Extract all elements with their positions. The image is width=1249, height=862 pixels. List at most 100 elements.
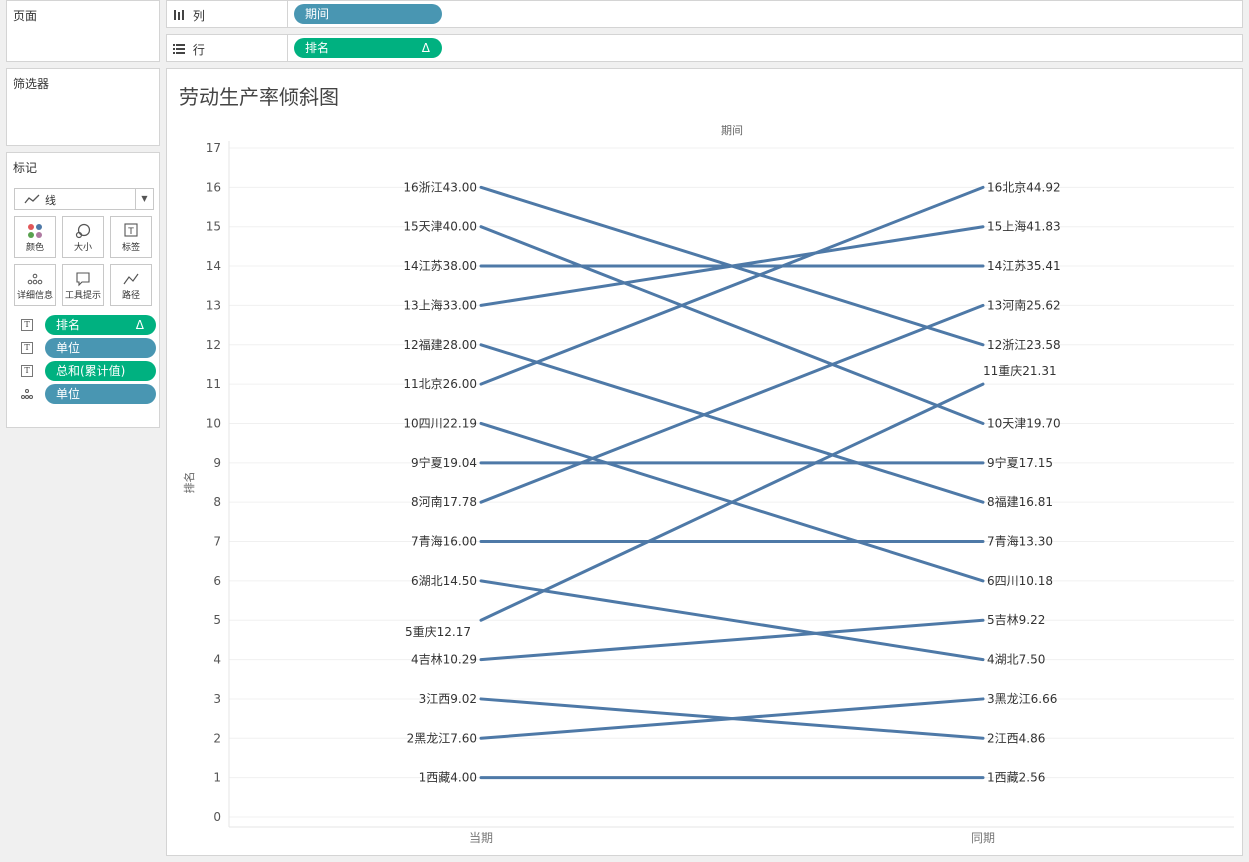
y-tick-label: 3	[213, 692, 221, 706]
data-label-left: 4吉林10.29	[411, 653, 477, 667]
series-line-1	[479, 225, 985, 425]
unit-pill[interactable]: 单位	[45, 338, 156, 358]
series-line-12	[479, 618, 985, 662]
data-label-left: 3江西9.02	[419, 692, 477, 706]
data-label-right: 15上海41.83	[987, 219, 1061, 234]
pages-card[interactable]: 页面	[6, 0, 160, 62]
columns-shelf-label: 列	[173, 7, 205, 24]
unit-detail-pill[interactable]: 单位	[45, 384, 156, 404]
detail-type-icon	[21, 388, 33, 400]
column-header: 期间	[721, 124, 743, 137]
y-tick-label: 2	[213, 731, 221, 745]
data-label-right: 8福建16.81	[987, 494, 1053, 509]
y-tick-label: 11	[206, 377, 221, 391]
marks-title: 标记	[13, 161, 38, 175]
path-icon	[111, 271, 151, 287]
data-label-left: 7青海16.00	[411, 534, 477, 549]
mark-type-dropdown[interactable]: 线 ▼	[14, 188, 154, 210]
rank-row-pill[interactable]: 排名 Δ	[294, 38, 442, 58]
unit-pill-label: 单位	[56, 341, 81, 355]
text-label-icon: T	[111, 223, 151, 239]
color-button[interactable]: 颜色	[14, 216, 56, 258]
mark-field-sum[interactable]: T 总和(累计值)	[21, 361, 156, 381]
data-label-left: 1西藏4.00	[419, 771, 477, 785]
y-tick-label: 15	[206, 220, 221, 234]
data-label-left: 14江苏38.00	[403, 259, 477, 273]
y-tick-label: 7	[213, 535, 221, 549]
x-tick-label: 同期	[971, 831, 995, 845]
data-label-right: 4湖北7.50	[987, 652, 1045, 667]
data-label-right: 2江西4.86	[987, 731, 1045, 745]
period-pill[interactable]: 期间	[294, 4, 442, 24]
series-line-5	[479, 185, 985, 386]
pages-title: 页面	[13, 9, 38, 23]
rows-shelf[interactable]: 行 排名 Δ	[166, 34, 1243, 62]
data-label-right: 7青海13.30	[987, 534, 1053, 549]
detail-button[interactable]: 详细信息	[14, 264, 56, 306]
detail-dots-icon	[15, 271, 55, 287]
data-label-right: 6四川10.18	[987, 574, 1053, 588]
label-button[interactable]: T 标签	[110, 216, 152, 258]
y-tick-label: 16	[206, 180, 221, 194]
y-tick-label: 5	[213, 613, 221, 627]
data-label-right: 3黑龙江6.66	[987, 692, 1057, 706]
columns-icon	[173, 9, 189, 23]
rank-pill[interactable]: 排名 Δ	[45, 315, 156, 335]
columns-shelf[interactable]: 列 期间	[166, 0, 1243, 28]
y-tick-label: 8	[213, 495, 221, 509]
y-tick-label: 9	[213, 456, 221, 470]
path-button-label: 路径	[121, 291, 140, 301]
tooltip-button-label: 工具提示	[64, 291, 101, 301]
y-axis-title: 排名	[182, 472, 196, 494]
data-label-right: 10天津19.70	[987, 416, 1061, 430]
chevron-down-icon[interactable]: ▼	[135, 189, 153, 209]
text-type-icon: T	[21, 319, 33, 331]
mark-field-unit[interactable]: T 单位	[21, 338, 156, 358]
delta-icon: Δ	[421, 41, 430, 55]
sum-pill-label: 总和(累计值)	[56, 364, 126, 378]
series-line-10	[479, 579, 985, 662]
tooltip-icon	[63, 271, 103, 287]
text-type-icon: T	[21, 365, 33, 377]
tooltip-button[interactable]: 工具提示	[62, 264, 104, 306]
viz-card: 劳动生产率倾斜图 0 1 2 3 4 5 6 7 8 9 10 11 12 13 14 15 16 17 期间 排名当…	[166, 68, 1243, 856]
data-label-left: 8河南17.78	[411, 494, 477, 509]
shelf-divider	[287, 1, 288, 27]
series-line-11	[479, 382, 985, 622]
y-tick-label: 4	[213, 653, 221, 667]
marks-card: 标记 线 ▼ 颜色 大小 T 标签 详细信息 工具提示	[6, 152, 160, 428]
data-label-left: 5重庆12.17	[405, 625, 471, 639]
data-label-left: 9宁夏19.04	[411, 455, 477, 470]
rank-pill-label: 排名	[56, 318, 81, 332]
label-button-label: 标签	[121, 243, 140, 253]
size-button-label: 大小	[73, 243, 92, 253]
mark-field-unit-detail[interactable]: 单位	[21, 384, 156, 404]
y-tick-label: 0	[213, 810, 221, 824]
color-dots-icon	[15, 223, 55, 239]
y-tick-label: 17	[206, 141, 221, 155]
data-label-right: 13河南25.62	[987, 297, 1061, 312]
data-label-right: 9宁夏17.15	[987, 455, 1053, 470]
delta-icon: Δ	[135, 318, 144, 332]
filters-title: 筛选器	[13, 77, 50, 91]
filters-card[interactable]: 筛选器	[6, 68, 160, 146]
sum-pill[interactable]: 总和(累计值)	[45, 361, 156, 381]
viz-title: 劳动生产率倾斜图	[179, 85, 339, 109]
rows-icon	[173, 43, 189, 57]
path-button[interactable]: 路径	[110, 264, 152, 306]
line-mark-icon	[24, 193, 40, 208]
size-button[interactable]: 大小	[62, 216, 104, 258]
rank-row-pill-label: 排名	[305, 41, 330, 55]
svg-text:T: T	[127, 227, 134, 237]
columns-label-text: 列	[192, 9, 205, 23]
mark-field-rank[interactable]: T 排名 Δ	[21, 315, 156, 335]
data-label-right: 11重庆21.31	[983, 364, 1057, 378]
data-label-left: 15天津40.00	[403, 220, 477, 234]
data-label-left: 10四川22.19	[403, 416, 477, 430]
y-tick-label: 12	[206, 338, 221, 352]
mark-type-label: 线	[45, 194, 56, 207]
series-line-8	[479, 303, 985, 504]
unit-detail-pill-label: 单位	[56, 387, 81, 401]
rows-shelf-label: 行	[173, 41, 205, 58]
